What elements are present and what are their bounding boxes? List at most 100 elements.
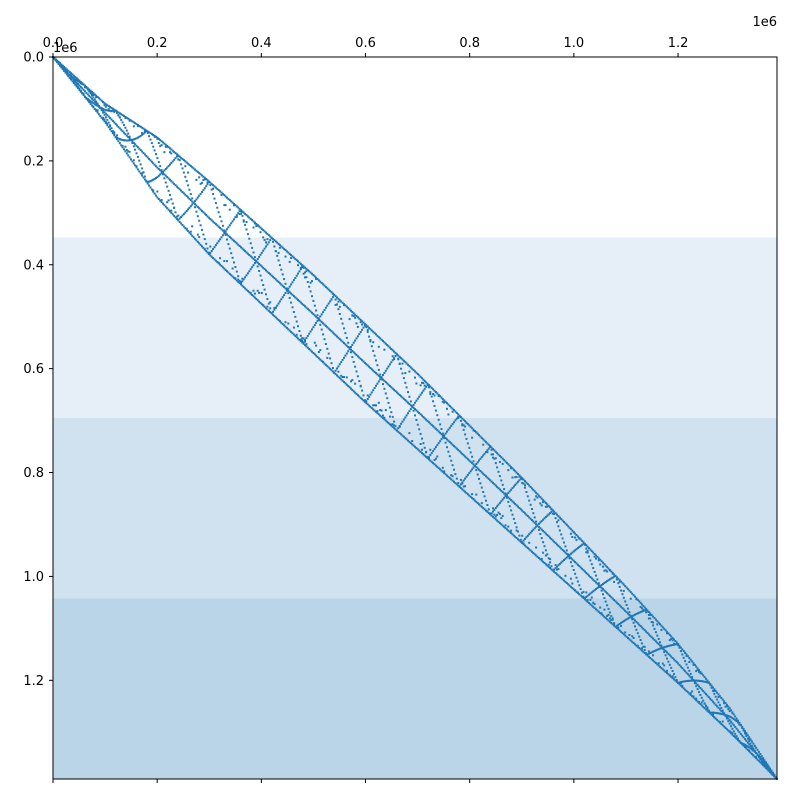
data-point (732, 713, 735, 716)
data-point (117, 140, 120, 143)
data-point (313, 341, 316, 344)
data-point (418, 449, 421, 452)
data-point (746, 737, 749, 740)
data-point (244, 287, 247, 290)
data-point (432, 425, 435, 428)
data-point (742, 744, 745, 747)
data-point (603, 563, 606, 566)
data-point (468, 424, 471, 427)
data-point (558, 516, 561, 519)
data-point (446, 446, 448, 449)
data-point (649, 657, 652, 659)
data-point (749, 738, 752, 741)
data-point (511, 513, 514, 516)
data-point (235, 205, 238, 208)
data-point (532, 552, 535, 554)
data-point (453, 409, 455, 412)
data-point (219, 238, 222, 241)
data-point (514, 503, 517, 505)
data-point (184, 160, 187, 163)
data-point (454, 410, 457, 413)
data-point (684, 688, 687, 691)
data-point (468, 494, 471, 497)
data-point (238, 207, 241, 210)
data-point (149, 180, 152, 183)
data-point (205, 242, 208, 245)
data-point (510, 529, 513, 532)
data-point (324, 324, 327, 327)
data-point (693, 682, 696, 685)
data-point (377, 368, 380, 371)
data-point (647, 655, 650, 658)
data-point (175, 215, 178, 218)
data-point (702, 674, 705, 677)
data-point (341, 301, 344, 304)
data-point (539, 527, 542, 530)
data-point (317, 279, 320, 282)
data-point (618, 604, 621, 607)
data-point (539, 558, 542, 561)
data-point (689, 679, 692, 682)
data-point (734, 715, 737, 718)
data-point (510, 499, 513, 502)
data-point (290, 257, 293, 259)
data-point (592, 567, 595, 569)
data-point (391, 423, 394, 426)
data-point (571, 565, 574, 568)
data-point (560, 533, 563, 536)
data-point (533, 553, 536, 556)
data-point (159, 139, 162, 142)
data-point (440, 433, 443, 436)
data-point (127, 136, 130, 138)
data-point (354, 391, 357, 394)
data-point (422, 416, 425, 418)
data-point (671, 670, 674, 672)
data-point (135, 166, 138, 169)
data-point (671, 637, 674, 639)
data-point (164, 174, 167, 177)
data-point (695, 697, 698, 700)
data-point (698, 669, 700, 672)
data-point (473, 464, 476, 467)
data-point (582, 590, 585, 593)
data-point (138, 159, 141, 162)
data-point (472, 466, 475, 469)
data-point (433, 459, 436, 461)
data-point (185, 227, 188, 230)
data-point (136, 155, 139, 158)
data-point (178, 159, 181, 162)
data-point (156, 136, 159, 139)
data-point (288, 296, 291, 299)
data-point (171, 181, 174, 184)
data-point (642, 604, 645, 607)
data-point (720, 722, 723, 725)
data-point (92, 94, 95, 96)
data-point (737, 719, 739, 722)
data-point (216, 206, 219, 209)
data-point (752, 742, 755, 745)
data-point (699, 703, 702, 706)
data-point (629, 639, 632, 642)
data-point (202, 211, 205, 214)
data-point (65, 71, 68, 74)
data-point (294, 257, 297, 260)
data-point (156, 196, 159, 199)
data-point (418, 395, 421, 398)
data-point (155, 165, 157, 168)
data-point (475, 431, 478, 434)
data-point (645, 652, 648, 655)
data-point (160, 172, 163, 175)
data-point (301, 302, 304, 305)
data-point (529, 503, 532, 506)
data-point (518, 479, 521, 482)
data-point (418, 428, 421, 431)
data-point (713, 716, 716, 719)
data-point (419, 443, 422, 445)
data-point (557, 515, 560, 518)
data-point (72, 81, 75, 84)
data-point (703, 691, 706, 694)
data-point (327, 327, 330, 330)
data-point (298, 261, 301, 264)
data-point (221, 224, 224, 227)
data-point (745, 744, 748, 747)
